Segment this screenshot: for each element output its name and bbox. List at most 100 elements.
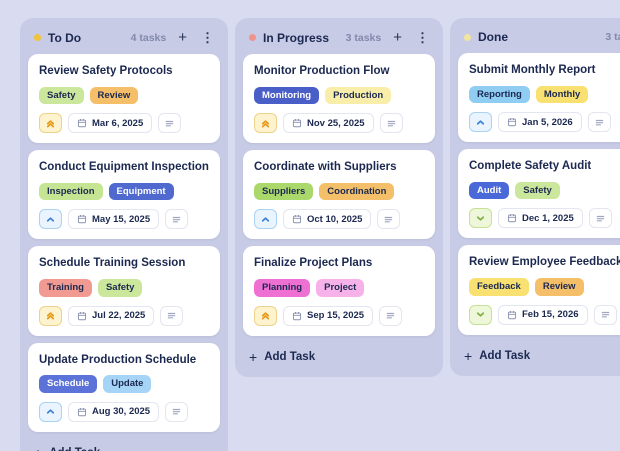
due-date-chip[interactable]: May 15, 2025 xyxy=(68,209,160,230)
card-meta: Jul 22, 2025 xyxy=(39,305,209,326)
due-date: Nov 25, 2025 xyxy=(307,117,365,129)
card-meta: Nov 25, 2025 xyxy=(254,113,424,134)
add-card-plus-icon[interactable]: + xyxy=(178,29,187,46)
due-date: Mar 6, 2025 xyxy=(92,117,144,129)
card-meta: Jan 5, 2026 xyxy=(469,112,620,133)
calendar-icon xyxy=(292,215,302,224)
tag-list: Reporting Monthly xyxy=(469,85,620,104)
tag: Monitoring xyxy=(254,86,320,105)
add-card-plus-icon[interactable]: + xyxy=(393,29,402,46)
due-date-chip[interactable]: Sep 15, 2025 xyxy=(283,305,374,326)
task-title: Schedule Training Session xyxy=(39,257,186,270)
column-header: In Progress 3 tasks + ⋮ xyxy=(243,26,435,47)
add-task-button[interactable]: + Add Task xyxy=(243,343,435,369)
add-task-label: Add Task xyxy=(264,350,316,363)
task-title: Review Employee Feedback xyxy=(469,256,620,269)
column-title: To Do xyxy=(48,30,82,45)
task-card[interactable]: Submit Monthly Report Reporting Monthly … xyxy=(458,53,620,143)
calendar-icon xyxy=(77,119,87,128)
due-date-chip[interactable]: Dec 1, 2025 xyxy=(498,208,583,229)
due-date: Dec 1, 2025 xyxy=(522,212,574,224)
due-date: Oct 10, 2025 xyxy=(307,213,363,225)
tag: Planning xyxy=(254,279,311,297)
column-done: Done 3 tasks Submit Monthly Report Repor… xyxy=(450,18,620,376)
task-card[interactable]: Monitor Production Flow Monitoring Produ… xyxy=(243,54,435,144)
priority-icon[interactable] xyxy=(39,209,62,230)
description-icon xyxy=(158,113,182,134)
tag: Suppliers xyxy=(254,182,314,201)
description-icon xyxy=(588,208,612,229)
priority-icon[interactable] xyxy=(254,209,277,230)
add-task-button[interactable]: + Add Task xyxy=(28,439,220,451)
task-card[interactable]: Schedule Training Session Training Safet… xyxy=(28,246,220,336)
description-icon xyxy=(379,305,403,326)
column-header: To Do 4 tasks + ⋮ xyxy=(28,26,220,47)
task-card[interactable]: Review Safety Protocols Safety Review Ma… xyxy=(28,54,220,144)
column-header: Done 3 tasks xyxy=(458,26,620,46)
tag-list: Training Safety xyxy=(39,279,209,297)
calendar-icon xyxy=(507,214,517,223)
due-date-chip[interactable]: Oct 10, 2025 xyxy=(283,209,372,230)
due-date: Aug 30, 2025 xyxy=(92,406,151,418)
description-icon xyxy=(165,209,189,230)
tag-list: Safety Review xyxy=(39,86,209,105)
calendar-icon xyxy=(77,311,87,320)
plus-icon: + xyxy=(464,347,473,364)
card-meta: Feb 15, 2026 xyxy=(469,304,620,325)
status-dot-icon xyxy=(249,34,256,41)
tag: Safety xyxy=(97,279,143,297)
task-count: 3 tasks xyxy=(605,31,620,43)
description-icon xyxy=(593,304,617,325)
tag: Review xyxy=(534,278,584,296)
priority-icon[interactable] xyxy=(254,305,277,326)
task-title: Complete Safety Audit xyxy=(469,160,592,173)
description-icon xyxy=(379,113,403,134)
calendar-icon xyxy=(292,119,302,128)
priority-icon[interactable] xyxy=(254,113,277,134)
description-icon xyxy=(377,209,401,230)
due-date-chip[interactable]: Jul 22, 2025 xyxy=(68,305,155,326)
task-card[interactable]: Finalize Project Plans Planning Project … xyxy=(243,246,435,336)
priority-icon[interactable] xyxy=(469,112,492,133)
due-date-chip[interactable]: Nov 25, 2025 xyxy=(283,113,374,134)
column-menu-icon[interactable]: ⋮ xyxy=(416,30,429,45)
due-date-chip[interactable]: Aug 30, 2025 xyxy=(68,401,160,422)
description-icon xyxy=(160,305,184,326)
tag: Audit xyxy=(469,181,510,200)
task-count: 3 tasks xyxy=(345,31,382,44)
due-date-chip[interactable]: Feb 15, 2026 xyxy=(498,304,588,325)
tag: Reporting xyxy=(469,85,530,104)
tag: Equipment xyxy=(108,182,174,201)
tag: Update xyxy=(103,375,152,393)
task-card[interactable]: Conduct Equipment Inspection Inspection … xyxy=(28,150,220,240)
task-title: Update Production Schedule xyxy=(39,353,197,366)
column-title: In Progress xyxy=(263,30,330,45)
priority-icon[interactable] xyxy=(469,304,492,325)
priority-icon[interactable] xyxy=(39,401,62,422)
status-dot-icon xyxy=(34,34,41,41)
task-card[interactable]: Update Production Schedule Schedule Upda… xyxy=(28,342,220,432)
add-task-button[interactable]: + Add Task xyxy=(458,342,620,368)
priority-icon[interactable] xyxy=(469,208,492,229)
tag-list: Audit Safety xyxy=(469,181,620,200)
task-card[interactable]: Coordinate with Suppliers Suppliers Coor… xyxy=(243,150,435,240)
task-count: 4 tasks xyxy=(130,31,167,44)
task-title: Conduct Equipment Inspection xyxy=(39,161,209,174)
description-icon xyxy=(165,401,189,422)
tag-list: Suppliers Coordination xyxy=(254,182,424,201)
due-date: May 15, 2025 xyxy=(92,213,151,225)
task-card[interactable]: Complete Safety Audit Audit Safety Dec 1… xyxy=(458,149,620,239)
priority-icon[interactable] xyxy=(39,113,62,134)
task-title: Review Safety Protocols xyxy=(39,65,173,77)
add-task-label: Add Task xyxy=(479,349,531,362)
tag: Safety xyxy=(39,86,84,105)
due-date-chip[interactable]: Jan 5, 2026 xyxy=(498,112,582,133)
task-card[interactable]: Review Employee Feedback Feedback Review… xyxy=(458,245,620,335)
due-date-chip[interactable]: Mar 6, 2025 xyxy=(68,113,153,134)
card-meta: Sep 15, 2025 xyxy=(254,305,424,326)
priority-icon[interactable] xyxy=(39,305,62,326)
column-menu-icon[interactable]: ⋮ xyxy=(201,30,214,45)
due-date: Jan 5, 2026 xyxy=(522,116,573,128)
tag: Review xyxy=(89,86,139,105)
calendar-icon xyxy=(507,310,517,319)
